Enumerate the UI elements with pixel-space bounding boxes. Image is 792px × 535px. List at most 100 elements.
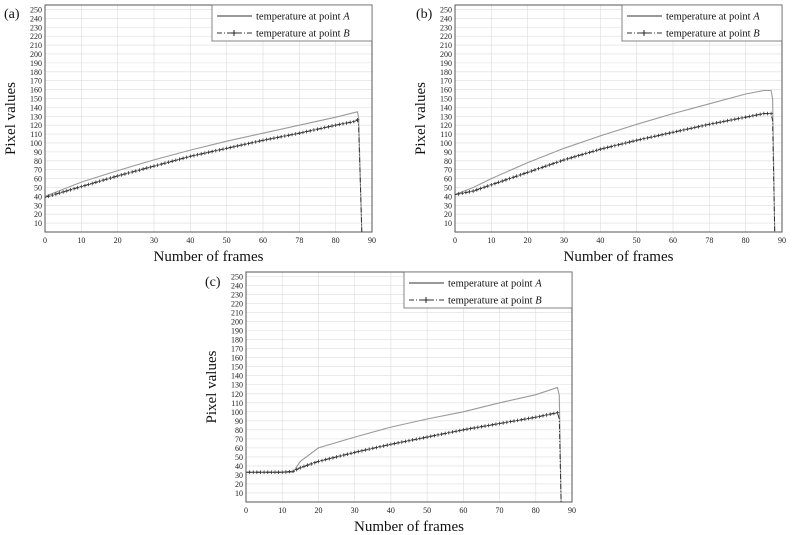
series-marker-b bbox=[319, 126, 323, 131]
series-marker-b bbox=[443, 431, 448, 436]
series-marker-b bbox=[490, 422, 495, 427]
legend-label-a: temperature at point A bbox=[256, 12, 350, 23]
series-marker-b bbox=[519, 417, 524, 422]
series-marker-b bbox=[268, 137, 273, 141]
legend-label-b: temperature at point B bbox=[448, 296, 542, 307]
series-marker-b bbox=[693, 125, 697, 130]
series-marker-b bbox=[284, 470, 288, 474]
series-marker-b bbox=[137, 168, 142, 172]
series-marker-b bbox=[297, 131, 302, 135]
x-tick-label: 20 bbox=[314, 506, 322, 515]
series-marker-b bbox=[304, 129, 309, 134]
series-marker-b bbox=[320, 458, 324, 463]
series-marker-b bbox=[50, 193, 55, 197]
series-marker-b bbox=[620, 142, 624, 146]
series-marker-b bbox=[555, 410, 560, 415]
series-marker-b bbox=[272, 136, 276, 140]
series-marker-b bbox=[645, 136, 650, 140]
y-tick-label: 210 bbox=[440, 41, 452, 50]
series-marker-b bbox=[331, 456, 335, 460]
series-marker-b bbox=[115, 174, 120, 178]
legend-box bbox=[211, 4, 373, 42]
x-tick-label: 10 bbox=[77, 236, 85, 245]
series-marker-b bbox=[762, 111, 766, 116]
y-tick-label: 40 bbox=[444, 192, 452, 201]
series-marker-b bbox=[569, 155, 574, 160]
y-tick-label: 60 bbox=[235, 444, 243, 453]
y-tick-label: 170 bbox=[30, 77, 42, 86]
y-tick-label: 240 bbox=[231, 282, 243, 291]
y-tick-label: 130 bbox=[440, 112, 452, 121]
series-marker-b bbox=[54, 192, 58, 196]
series-marker-b bbox=[507, 176, 512, 181]
series-marker-b bbox=[515, 418, 520, 423]
y-tick-label: 220 bbox=[440, 32, 452, 41]
series-marker-b bbox=[399, 440, 404, 444]
series-marker-b bbox=[338, 454, 342, 458]
series-marker-b bbox=[385, 443, 390, 447]
series-marker-b bbox=[671, 130, 675, 135]
y-tick-label: 80 bbox=[444, 157, 452, 166]
series-marker-b bbox=[523, 417, 527, 421]
x-tick-label: 50 bbox=[223, 236, 231, 245]
series-marker-b bbox=[460, 191, 465, 195]
series-marker-b bbox=[541, 413, 545, 418]
series-marker-b bbox=[258, 470, 263, 475]
series-line-a bbox=[44, 111, 363, 233]
x-tick-label: 0 bbox=[453, 236, 457, 245]
series-marker-b bbox=[653, 134, 657, 139]
x-tick-label: 90 bbox=[778, 236, 786, 245]
series-marker-b bbox=[493, 181, 497, 186]
y-tick-label: 190 bbox=[30, 59, 42, 68]
series-marker-b bbox=[631, 139, 635, 143]
series-marker-b bbox=[389, 442, 393, 447]
panel-label: (b) bbox=[416, 7, 433, 22]
y-tick-label: 60 bbox=[34, 175, 42, 184]
series-marker-b bbox=[682, 128, 686, 132]
x-tick-label: 60 bbox=[259, 236, 267, 245]
y-tick-label: 10 bbox=[34, 219, 42, 228]
y-tick-label: 90 bbox=[34, 148, 42, 157]
series-marker-b bbox=[269, 470, 274, 475]
series-marker-b bbox=[170, 159, 174, 164]
series-marker-b bbox=[533, 415, 538, 420]
series-marker-b bbox=[199, 152, 204, 156]
series-marker-b bbox=[94, 180, 98, 185]
series-marker-b bbox=[591, 149, 595, 154]
series-marker-b bbox=[547, 163, 552, 167]
series-marker-b bbox=[279, 134, 283, 139]
series-marker-b bbox=[275, 135, 280, 140]
series-marker-b bbox=[602, 146, 606, 151]
series-marker-b bbox=[247, 470, 252, 475]
y-tick-label: 200 bbox=[231, 318, 243, 327]
series-marker-b bbox=[356, 449, 361, 454]
series-marker-b bbox=[472, 426, 476, 430]
series-marker-b bbox=[461, 428, 466, 432]
series-marker-b bbox=[623, 141, 628, 145]
y-tick-label: 200 bbox=[440, 50, 452, 59]
series-marker-b bbox=[104, 177, 109, 181]
y-tick-label: 30 bbox=[444, 201, 452, 210]
series-marker-b bbox=[482, 185, 486, 190]
x-tick-label: 80 bbox=[532, 506, 540, 515]
x-axis-label: Number of frames bbox=[354, 519, 464, 535]
series-marker-b bbox=[407, 438, 411, 443]
y-tick-label: 250 bbox=[231, 273, 243, 282]
chart-panel-1: 1020304050607080901001101201301401501601… bbox=[3, 4, 376, 265]
series-marker-b bbox=[206, 150, 211, 155]
series-marker-b bbox=[500, 179, 505, 183]
x-tick-label: 50 bbox=[423, 506, 431, 515]
series-marker-b bbox=[152, 164, 156, 168]
x-tick-label: 0 bbox=[43, 236, 47, 245]
series-marker-b bbox=[689, 126, 693, 131]
series-marker-b bbox=[634, 138, 639, 143]
y-axis-label: Pixel values bbox=[3, 82, 19, 155]
y-tick-label: 20 bbox=[235, 480, 243, 489]
y-tick-label: 30 bbox=[235, 471, 243, 480]
y-tick-label: 110 bbox=[231, 399, 243, 408]
series-marker-b bbox=[769, 111, 773, 116]
x-tick-label: 70 bbox=[496, 506, 504, 515]
series-marker-b bbox=[530, 416, 534, 420]
series-marker-b bbox=[497, 421, 502, 426]
